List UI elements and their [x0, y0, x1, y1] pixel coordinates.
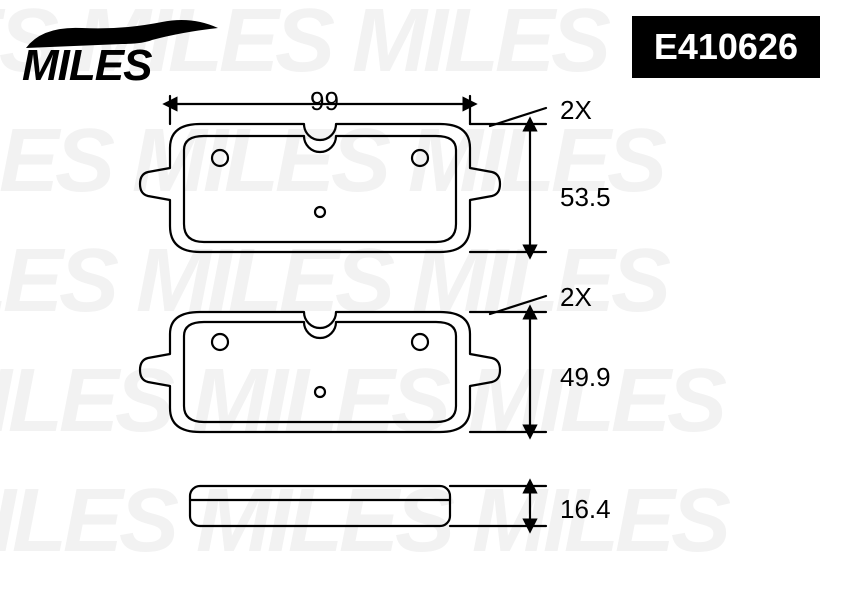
logo-text: MILES — [22, 41, 152, 88]
dim-height-top: 53.5 — [560, 182, 611, 213]
dim-height-bottom: 49.9 — [560, 362, 611, 393]
part-number-badge: E410626 — [632, 16, 820, 78]
dim-qty-top: 2X — [560, 95, 592, 126]
dim-qty-bottom: 2X — [560, 282, 592, 313]
miles-logo: MILES — [22, 18, 222, 93]
dim-width: 99 — [310, 86, 339, 117]
technical-drawing — [60, 86, 600, 561]
dim-thickness: 16.4 — [560, 494, 611, 525]
